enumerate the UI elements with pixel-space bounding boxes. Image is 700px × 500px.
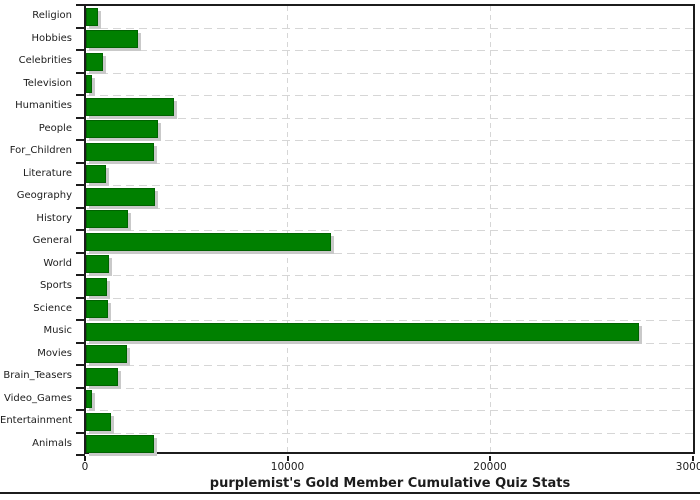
horizontal-gridline bbox=[87, 410, 694, 411]
horizontal-gridline bbox=[87, 140, 694, 141]
bar-history bbox=[86, 210, 128, 228]
category-label: Geography bbox=[16, 190, 72, 201]
horizontal-gridline bbox=[87, 162, 694, 164]
bar-television bbox=[86, 75, 93, 93]
x-axis-tick bbox=[84, 456, 86, 461]
horizontal-gridline bbox=[87, 342, 694, 344]
horizontal-gridline bbox=[87, 27, 694, 29]
y-axis-tick bbox=[76, 229, 85, 231]
category-label: Humanities bbox=[15, 100, 72, 111]
y-axis-tick bbox=[76, 206, 85, 209]
category-label: World bbox=[43, 257, 72, 269]
category-label: Movies bbox=[37, 347, 72, 359]
bar-world bbox=[86, 255, 110, 273]
bar-for_children bbox=[86, 142, 154, 161]
y-axis-tick bbox=[76, 49, 85, 51]
bar-sports bbox=[86, 277, 108, 296]
horizontal-gridline bbox=[87, 252, 694, 254]
horizontal-gridline bbox=[87, 72, 694, 74]
bar-literature bbox=[86, 165, 107, 183]
y-axis-tick bbox=[76, 26, 85, 29]
y-axis-tick bbox=[76, 94, 85, 96]
category-label: History bbox=[36, 212, 72, 224]
horizontal-gridline bbox=[87, 320, 694, 321]
y-axis-tick bbox=[76, 4, 85, 6]
bar-general bbox=[86, 232, 332, 251]
bar-science bbox=[86, 300, 109, 318]
horizontal-gridline bbox=[87, 50, 694, 51]
category-label: Entertainment bbox=[0, 415, 73, 426]
bar-geography bbox=[86, 187, 155, 206]
bar-religion bbox=[86, 7, 99, 26]
y-axis-tick bbox=[76, 364, 85, 366]
horizontal-gridline bbox=[87, 207, 694, 209]
category-label: Music bbox=[43, 325, 72, 336]
category-label: For_Children bbox=[9, 145, 72, 156]
bar-animals bbox=[86, 435, 154, 453]
bar-movies bbox=[86, 345, 127, 363]
chart-title: purplemist's Gold Member Cumulative Quiz… bbox=[209, 476, 571, 491]
y-axis-tick bbox=[76, 409, 85, 411]
category-label: Animals bbox=[32, 437, 72, 449]
y-axis-tick bbox=[76, 296, 85, 299]
bar-video_games bbox=[86, 390, 93, 408]
x-axis-tick-label: 20000 bbox=[473, 461, 507, 473]
category-label: General bbox=[32, 235, 72, 246]
y-axis-tick bbox=[76, 319, 85, 321]
x-axis-tick bbox=[691, 456, 694, 461]
horizontal-gridline bbox=[87, 185, 694, 186]
category-label: People bbox=[38, 122, 72, 134]
horizontal-gridline bbox=[87, 117, 694, 119]
x-axis-tick-label: 0 bbox=[81, 461, 89, 473]
bar-music bbox=[86, 322, 639, 341]
x-axis-tick bbox=[489, 456, 491, 461]
category-label: Celebrities bbox=[18, 55, 72, 66]
bar-humanities bbox=[86, 97, 175, 116]
plot-area bbox=[84, 4, 695, 454]
horizontal-gridline bbox=[87, 297, 694, 299]
y-axis-tick bbox=[76, 386, 85, 389]
category-label: Science bbox=[33, 302, 72, 314]
y-axis-tick bbox=[76, 274, 85, 276]
category-label: Brain_Teasers bbox=[3, 370, 72, 381]
bar-people bbox=[86, 120, 158, 138]
y-axis-tick bbox=[76, 139, 85, 141]
y-axis-tick bbox=[76, 251, 85, 254]
x-axis-tick bbox=[286, 456, 289, 461]
horizontal-gridline bbox=[87, 230, 694, 231]
y-axis-tick bbox=[76, 161, 85, 164]
bottom-divider bbox=[0, 492, 700, 494]
y-axis-tick bbox=[76, 184, 85, 186]
bar-entertainment bbox=[86, 412, 112, 431]
horizontal-gridline bbox=[87, 275, 694, 276]
horizontal-gridline bbox=[87, 365, 694, 366]
bar-brain_teasers bbox=[86, 367, 119, 386]
category-label: Television bbox=[23, 77, 72, 89]
category-label: Religion bbox=[32, 10, 72, 21]
bar-celebrities bbox=[86, 52, 104, 71]
y-axis-tick bbox=[76, 116, 85, 119]
category-label: Video_Games bbox=[4, 392, 72, 404]
x-axis-tick-label: 30000 bbox=[675, 461, 700, 473]
bar-hobbies bbox=[86, 30, 138, 48]
y-axis-tick bbox=[76, 341, 85, 344]
y-axis-tick bbox=[76, 431, 85, 434]
category-label: Literature bbox=[23, 167, 72, 179]
horizontal-gridline bbox=[87, 387, 694, 389]
y-axis-tick bbox=[76, 71, 85, 74]
horizontal-gridline bbox=[87, 95, 694, 96]
x-axis-tick-label: 10000 bbox=[270, 461, 305, 473]
y-axis-tick bbox=[76, 454, 85, 456]
category-label: Sports bbox=[39, 280, 72, 291]
category-label: Hobbies bbox=[31, 32, 72, 44]
horizontal-gridline bbox=[87, 432, 694, 434]
